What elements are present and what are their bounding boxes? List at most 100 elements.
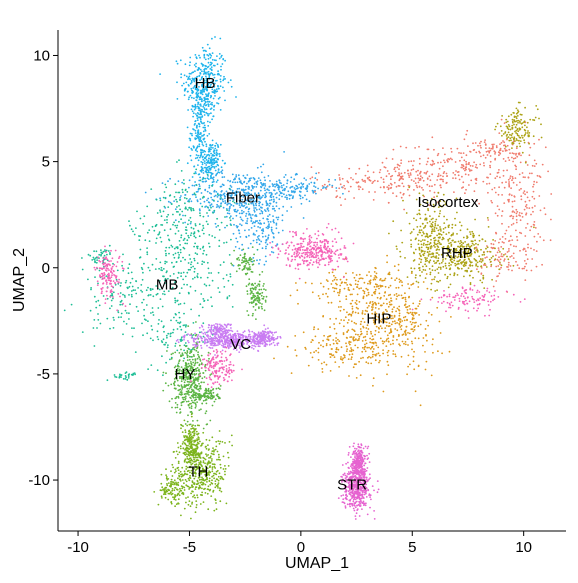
data-point bbox=[200, 381, 203, 384]
data-point bbox=[398, 172, 400, 174]
data-point bbox=[425, 334, 427, 337]
data-point bbox=[427, 209, 430, 212]
data-point bbox=[243, 202, 246, 204]
data-point bbox=[429, 220, 431, 223]
data-point bbox=[211, 235, 214, 237]
data-point bbox=[534, 227, 537, 229]
data-point bbox=[358, 335, 361, 338]
data-point bbox=[140, 284, 143, 286]
data-point bbox=[184, 395, 187, 398]
data-point bbox=[325, 343, 328, 345]
data-point bbox=[355, 322, 357, 325]
data-point bbox=[286, 179, 289, 182]
data-point bbox=[194, 358, 197, 361]
data-point bbox=[154, 224, 157, 227]
data-point bbox=[187, 400, 190, 403]
data-point bbox=[468, 274, 471, 277]
data-point bbox=[275, 180, 278, 183]
data-point bbox=[183, 283, 186, 286]
data-point bbox=[206, 276, 209, 279]
data-point bbox=[205, 341, 208, 344]
data-point bbox=[420, 229, 423, 232]
data-point bbox=[233, 223, 235, 226]
data-point bbox=[97, 313, 99, 315]
data-point bbox=[335, 190, 338, 192]
data-point bbox=[177, 341, 180, 344]
data-point bbox=[282, 184, 285, 186]
data-point bbox=[486, 154, 489, 156]
data-point bbox=[148, 294, 150, 296]
data-point bbox=[120, 316, 122, 318]
data-point bbox=[164, 343, 166, 346]
data-point bbox=[242, 196, 245, 198]
data-point bbox=[313, 328, 315, 331]
data-point bbox=[231, 306, 234, 308]
data-point bbox=[204, 150, 207, 153]
data-point bbox=[194, 392, 197, 395]
data-point bbox=[469, 231, 471, 233]
data-point bbox=[246, 267, 248, 269]
data-point bbox=[433, 239, 436, 242]
data-point bbox=[402, 296, 405, 299]
data-point bbox=[129, 303, 131, 306]
data-point bbox=[278, 194, 281, 197]
data-point bbox=[167, 200, 170, 203]
data-point bbox=[163, 330, 165, 333]
data-point bbox=[464, 241, 466, 243]
data-point bbox=[379, 186, 382, 189]
data-point bbox=[363, 346, 366, 349]
data-point bbox=[245, 215, 247, 217]
data-point bbox=[512, 257, 515, 259]
data-point bbox=[248, 177, 251, 180]
data-point bbox=[406, 373, 408, 376]
data-point bbox=[206, 154, 209, 156]
data-point bbox=[176, 379, 179, 382]
data-point bbox=[175, 226, 178, 229]
data-point bbox=[489, 164, 491, 167]
data-point bbox=[475, 179, 478, 182]
data-point bbox=[155, 242, 157, 244]
data-point bbox=[510, 134, 513, 137]
data-point bbox=[507, 178, 510, 181]
data-point bbox=[87, 253, 90, 256]
data-point bbox=[431, 228, 434, 231]
data-point bbox=[325, 292, 327, 295]
data-point bbox=[332, 354, 335, 356]
data-point bbox=[339, 288, 341, 291]
data-point bbox=[197, 95, 200, 98]
data-point bbox=[535, 265, 538, 268]
data-point bbox=[492, 243, 495, 246]
data-point bbox=[487, 176, 489, 179]
data-point bbox=[484, 156, 487, 159]
data-point bbox=[536, 240, 538, 243]
data-point bbox=[120, 376, 122, 378]
data-point bbox=[389, 187, 392, 190]
data-point bbox=[450, 147, 452, 150]
data-point bbox=[494, 212, 497, 215]
data-point bbox=[200, 100, 203, 103]
points-layer bbox=[63, 36, 553, 520]
data-point bbox=[196, 150, 199, 153]
data-point bbox=[524, 106, 526, 109]
data-point bbox=[194, 223, 197, 225]
data-point bbox=[304, 194, 306, 197]
data-point bbox=[418, 267, 420, 270]
data-point bbox=[145, 304, 148, 306]
data-point bbox=[310, 341, 313, 343]
data-point bbox=[176, 406, 179, 409]
data-point bbox=[186, 351, 189, 354]
data-point bbox=[433, 226, 436, 229]
data-point bbox=[245, 273, 248, 276]
data-point bbox=[513, 137, 516, 140]
data-point bbox=[421, 250, 424, 252]
data-point bbox=[387, 294, 390, 297]
data-point bbox=[420, 240, 422, 243]
data-point bbox=[175, 372, 178, 374]
data-point bbox=[479, 163, 482, 166]
data-point bbox=[245, 192, 248, 195]
data-point bbox=[452, 172, 455, 174]
data-point bbox=[478, 202, 480, 205]
data-point bbox=[408, 332, 411, 335]
data-point bbox=[188, 358, 191, 361]
data-point bbox=[200, 154, 203, 156]
